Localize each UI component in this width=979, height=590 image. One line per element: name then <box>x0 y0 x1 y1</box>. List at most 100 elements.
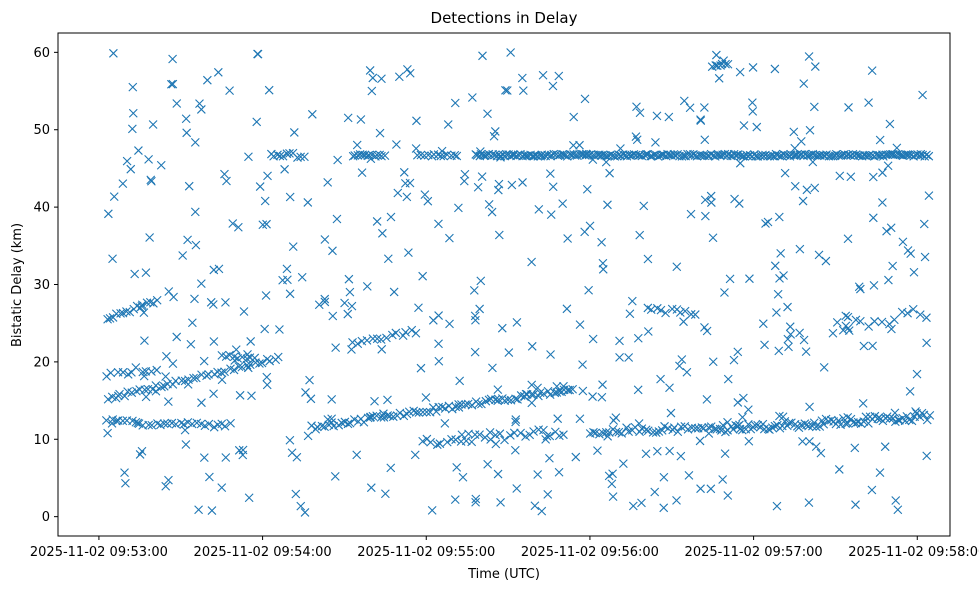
data-point <box>545 453 554 463</box>
data-point <box>328 246 337 256</box>
data-point <box>475 304 485 314</box>
data-point <box>368 334 378 344</box>
data-point <box>897 307 907 317</box>
data-point <box>598 380 607 390</box>
data-point <box>708 357 718 367</box>
data-point <box>708 233 718 243</box>
data-point <box>146 176 156 186</box>
y-tick-label: 20 <box>33 355 50 370</box>
data-point <box>141 392 151 402</box>
data-point <box>552 381 562 391</box>
data-point <box>673 427 683 437</box>
data-point <box>922 313 931 323</box>
data-point <box>331 343 341 352</box>
data-point <box>511 394 520 404</box>
data-point <box>383 254 393 264</box>
data-point <box>493 469 503 479</box>
data-point <box>434 219 443 229</box>
data-point <box>273 352 283 362</box>
data-point <box>179 420 189 429</box>
data-point <box>909 267 919 277</box>
data-point <box>816 448 826 458</box>
data-point <box>363 413 373 423</box>
data-point <box>738 393 748 403</box>
data-point <box>601 157 611 167</box>
data-point <box>494 230 504 240</box>
data-point <box>172 99 182 108</box>
data-point <box>404 248 413 258</box>
data-point <box>723 417 732 427</box>
data-point <box>744 436 754 446</box>
data-point <box>804 498 814 507</box>
data-point <box>802 185 812 195</box>
data-point <box>676 422 686 432</box>
data-point <box>504 348 514 357</box>
data-point <box>637 498 646 508</box>
data-point <box>714 73 724 83</box>
data-point <box>906 249 916 258</box>
data-point <box>366 412 375 422</box>
data-point <box>145 297 155 307</box>
data-point <box>461 436 471 446</box>
data-point <box>892 143 902 153</box>
data-point <box>278 151 288 161</box>
data-point <box>588 155 598 165</box>
data-point <box>327 394 337 404</box>
data-point <box>418 436 428 446</box>
data-point <box>418 407 428 417</box>
data-point <box>350 151 360 160</box>
data-point <box>597 237 606 247</box>
data-point <box>880 442 890 452</box>
data-point <box>652 446 662 456</box>
data-point <box>834 465 844 474</box>
data-point <box>712 61 722 71</box>
data-point <box>795 244 805 254</box>
data-point <box>521 389 531 399</box>
data-point <box>440 404 450 413</box>
data-point <box>828 328 838 338</box>
data-point <box>344 274 354 284</box>
data-point <box>118 416 128 426</box>
data-point <box>580 94 590 104</box>
data-point <box>328 311 338 321</box>
data-point <box>103 428 113 438</box>
data-point <box>161 372 171 381</box>
data-point <box>345 287 355 297</box>
data-point <box>125 307 135 317</box>
data-point <box>250 353 260 363</box>
data-point <box>628 501 638 511</box>
data-point <box>893 415 903 425</box>
data-point <box>484 395 494 405</box>
data-point <box>418 271 428 281</box>
data-point <box>627 296 637 306</box>
data-point <box>234 362 244 372</box>
data-point <box>799 79 809 89</box>
data-point <box>855 284 865 294</box>
data-point <box>888 261 898 271</box>
data-point <box>493 385 503 395</box>
data-point <box>773 289 783 299</box>
data-point <box>434 339 443 349</box>
data-point <box>541 434 551 444</box>
data-point <box>506 48 516 57</box>
data-point <box>772 308 781 317</box>
data-point <box>120 391 130 401</box>
data-point <box>137 300 147 310</box>
data-point <box>700 135 710 145</box>
data-point <box>320 235 330 244</box>
data-point <box>477 399 486 409</box>
data-point <box>217 368 226 378</box>
data-point <box>252 117 262 127</box>
data-point <box>761 219 770 228</box>
data-point <box>152 295 162 305</box>
data-point <box>450 495 460 505</box>
data-point <box>528 390 538 400</box>
data-point <box>770 64 780 74</box>
data-point <box>603 200 612 210</box>
data-point <box>489 131 499 141</box>
data-point <box>330 471 340 481</box>
data-point <box>723 491 733 500</box>
data-point <box>366 483 376 493</box>
data-point <box>656 374 665 384</box>
data-point <box>758 319 768 329</box>
